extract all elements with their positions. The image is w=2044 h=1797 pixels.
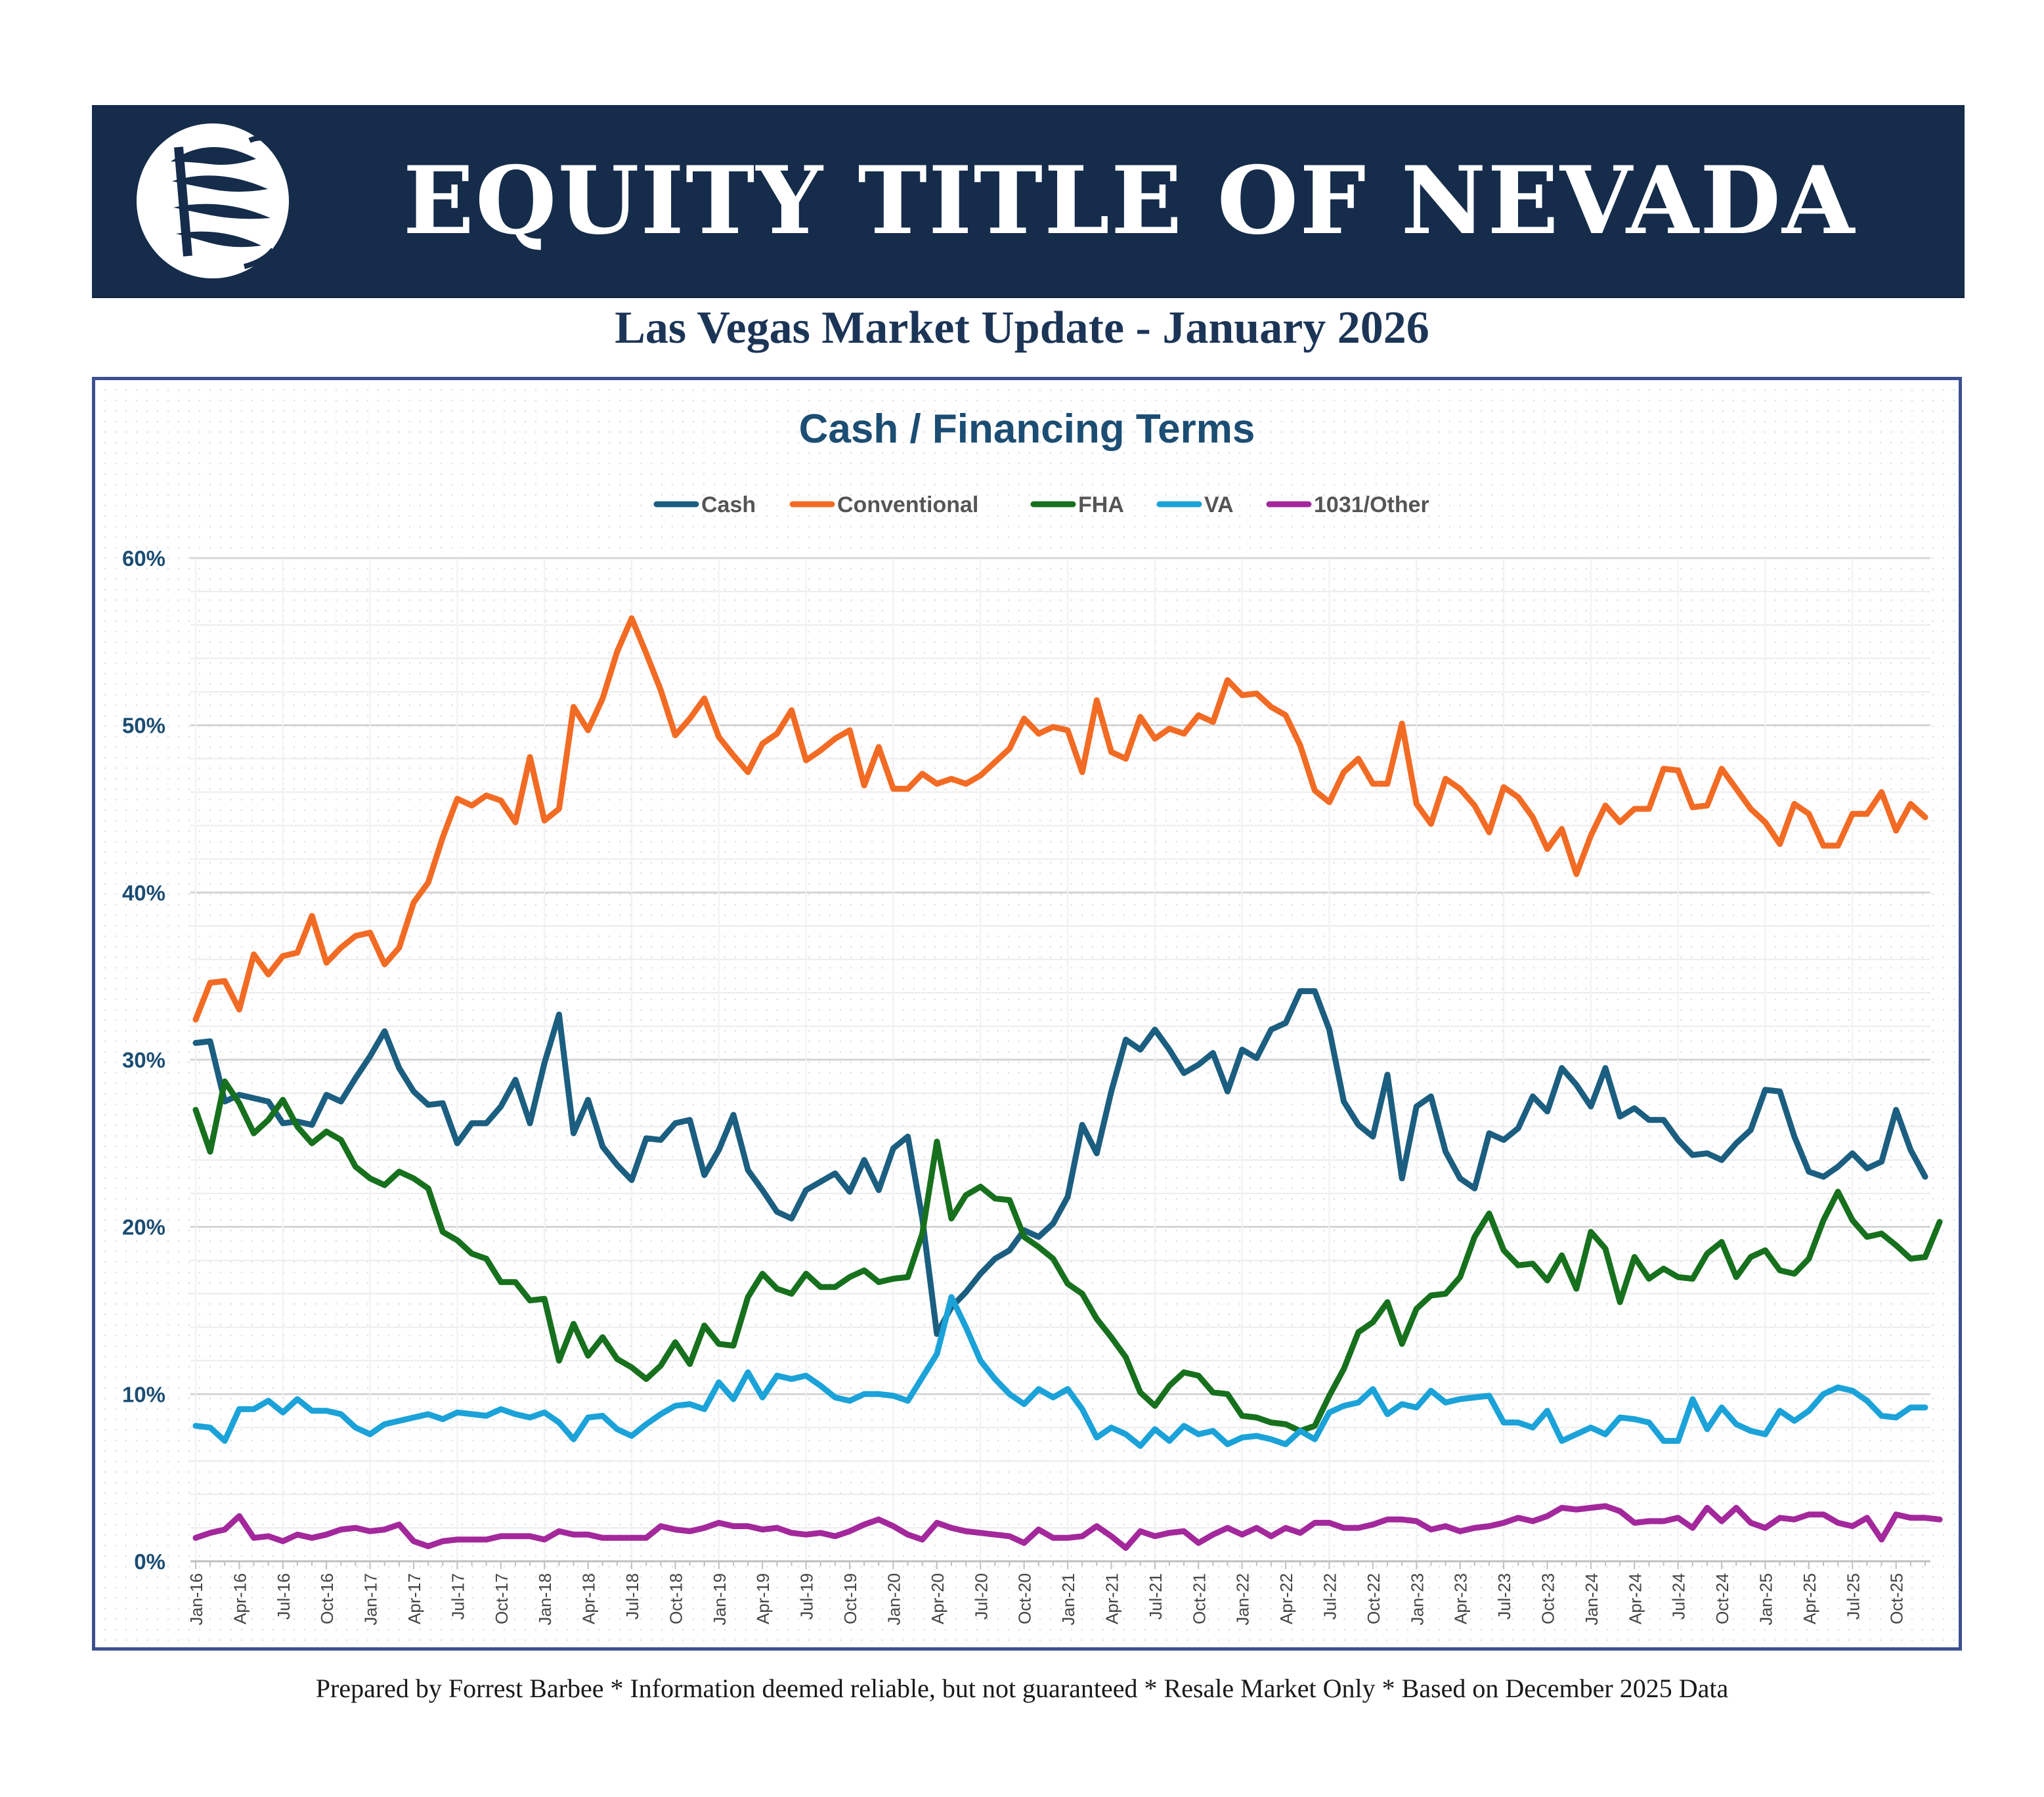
x-tick-label: Apr-23 bbox=[1451, 1573, 1471, 1624]
series-line-1031-other bbox=[192, 1503, 1943, 1551]
x-tick-label: Jul-20 bbox=[971, 1573, 991, 1620]
series-line-conventional bbox=[192, 615, 1928, 1023]
x-tick-label: Jan-19 bbox=[710, 1573, 729, 1626]
x-tick-label: Oct-22 bbox=[1364, 1573, 1383, 1624]
y-tick-label: 0% bbox=[134, 1549, 165, 1574]
footer-note: Prepared by Forrest Barbee * Information… bbox=[315, 1674, 1729, 1703]
header-banner: EQUITY TITLE OF NEVADA bbox=[92, 105, 1965, 298]
x-tick-label: Oct-16 bbox=[317, 1573, 337, 1624]
y-axis: 0% 10% 20% 30% 40% 50% 60% bbox=[122, 546, 165, 1574]
x-tick-label: Oct-17 bbox=[492, 1573, 511, 1624]
x-tick-label: Jan-17 bbox=[361, 1573, 381, 1626]
x-tick-label: Oct-19 bbox=[840, 1573, 860, 1624]
x-tick-label: Jul-25 bbox=[1843, 1573, 1863, 1620]
x-tick-label: Jan-20 bbox=[884, 1573, 903, 1626]
x-tick-label: Jan-23 bbox=[1407, 1573, 1427, 1626]
x-tick-label: Jan-16 bbox=[186, 1573, 206, 1626]
chart-background bbox=[98, 383, 1955, 1644]
legend-label: Cash bbox=[701, 492, 756, 517]
chart-title: Cash / Financing Terms bbox=[799, 406, 1255, 452]
x-tick-label: Jul-17 bbox=[448, 1573, 468, 1620]
y-tick-label: 50% bbox=[122, 714, 165, 738]
x-tick-label: Jul-24 bbox=[1669, 1573, 1689, 1620]
series-line-va bbox=[192, 1294, 1928, 1449]
legend-item-1031-other: 1031/Other bbox=[1266, 492, 1429, 517]
x-tick-label: Oct-24 bbox=[1712, 1573, 1732, 1624]
page-subtitle: Las Vegas Market Update - January 2026 bbox=[615, 303, 1429, 353]
chart-legend: Cash Conventional FHA VA 1031/Other bbox=[653, 492, 1429, 517]
legend-label: FHA bbox=[1078, 492, 1124, 517]
x-tick-label: Apr-17 bbox=[404, 1573, 424, 1624]
series-line-cash bbox=[192, 988, 1928, 1337]
legend-label: Conventional bbox=[837, 492, 978, 517]
x-tick-label: Jan-21 bbox=[1058, 1573, 1078, 1626]
x-tick-label: Oct-23 bbox=[1538, 1573, 1558, 1624]
y-tick-label: 60% bbox=[122, 546, 165, 571]
x-tick-label: Jul-23 bbox=[1494, 1573, 1514, 1620]
x-tick-label: Apr-25 bbox=[1800, 1573, 1819, 1624]
x-tick-label: Jan-18 bbox=[535, 1573, 555, 1626]
legend-item-fha: FHA bbox=[1030, 492, 1124, 517]
x-tick-label: Jan-24 bbox=[1582, 1573, 1601, 1626]
x-tick-label: Apr-21 bbox=[1102, 1573, 1121, 1624]
y-tick-label: 40% bbox=[122, 880, 165, 905]
legend-item-cash: Cash bbox=[653, 492, 756, 517]
x-tick-label: Apr-20 bbox=[928, 1573, 947, 1624]
x-tick-label: Oct-21 bbox=[1189, 1573, 1209, 1624]
sail-globe-icon bbox=[137, 123, 289, 278]
x-tick-label: Jul-16 bbox=[274, 1573, 294, 1620]
x-tick-label: Jan-22 bbox=[1233, 1573, 1253, 1626]
x-tick-label: Apr-19 bbox=[753, 1573, 773, 1624]
x-tick-label: Apr-18 bbox=[579, 1573, 599, 1624]
y-tick-label: 20% bbox=[122, 1215, 165, 1240]
x-tick-label: Jan-25 bbox=[1756, 1573, 1776, 1626]
x-axis: Jan-16 Apr-16 Jul-16 Oct-16 Jan-17 Apr-17 Jul-… bbox=[186, 1560, 1930, 1626]
x-tick-label: Oct-25 bbox=[1887, 1573, 1907, 1624]
series-line-fha bbox=[192, 1078, 1943, 1434]
legend-item-conventional: Conventional bbox=[789, 492, 978, 517]
brand-title: EQUITY TITLE OF NEVADA bbox=[402, 146, 1856, 255]
x-tick-label: Jul-21 bbox=[1146, 1573, 1165, 1620]
legend-item-va: VA bbox=[1156, 492, 1234, 517]
chart-gridlines bbox=[190, 557, 1930, 1563]
x-tick-label: Oct-18 bbox=[666, 1573, 685, 1624]
x-tick-label: Jul-22 bbox=[1320, 1573, 1339, 1620]
chart-series bbox=[192, 615, 1943, 1551]
y-tick-label: 30% bbox=[122, 1048, 165, 1072]
x-tick-label: Jul-19 bbox=[797, 1573, 817, 1620]
line-chart: Cash / Financing Terms Cash Conventional F… bbox=[98, 383, 1955, 1644]
x-tick-label: Jul-18 bbox=[622, 1573, 642, 1620]
legend-label: VA bbox=[1204, 492, 1234, 517]
legend-label: 1031/Other bbox=[1314, 492, 1429, 517]
x-tick-label: Apr-24 bbox=[1625, 1573, 1645, 1624]
x-tick-label: Apr-22 bbox=[1276, 1573, 1296, 1624]
x-tick-label: Oct-20 bbox=[1015, 1573, 1035, 1624]
y-tick-label: 10% bbox=[122, 1382, 165, 1406]
x-tick-label: Apr-16 bbox=[230, 1573, 250, 1624]
